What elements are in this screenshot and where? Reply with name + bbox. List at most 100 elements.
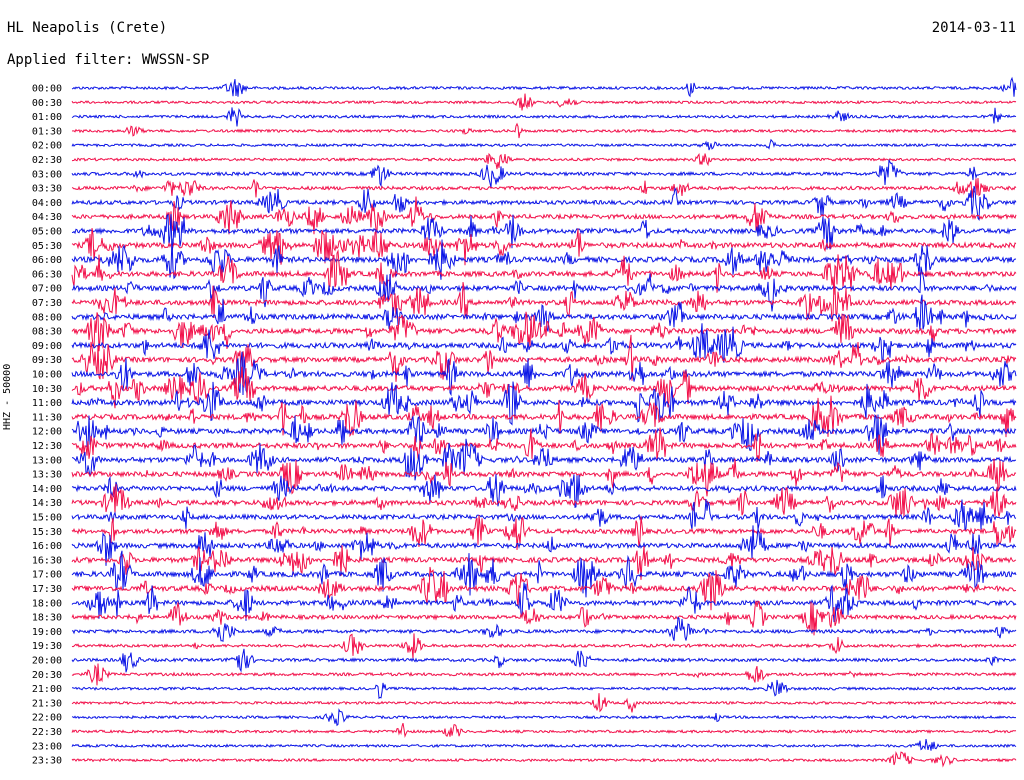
trace-row bbox=[71, 525, 1017, 566]
trace-row bbox=[71, 76, 1017, 98]
trace-row bbox=[71, 228, 1017, 266]
trace-row bbox=[71, 751, 1017, 768]
time-tick-label: 04:00 bbox=[32, 198, 62, 209]
filter-label: Applied filter: WWSSN-SP bbox=[7, 52, 210, 68]
time-tick-label: 17:30 bbox=[32, 584, 62, 595]
trace-row bbox=[71, 550, 1017, 598]
time-tick-label: 07:00 bbox=[32, 284, 62, 295]
time-tick-label: 19:30 bbox=[32, 641, 62, 652]
time-tick-label: 05:00 bbox=[32, 227, 62, 238]
time-tick-label: 06:00 bbox=[32, 255, 62, 266]
time-tick-label: 10:00 bbox=[32, 370, 62, 381]
trace-row bbox=[71, 739, 1017, 751]
trace-row bbox=[71, 311, 1017, 352]
time-tick-label: 15:30 bbox=[32, 527, 62, 538]
time-tick-label: 22:00 bbox=[32, 713, 62, 724]
trace-row bbox=[71, 395, 1017, 438]
time-tick-label: 03:30 bbox=[32, 184, 62, 195]
trace-row bbox=[71, 138, 1017, 151]
time-tick-label: 23:30 bbox=[32, 756, 62, 767]
trace-row bbox=[71, 93, 1017, 111]
trace-row bbox=[71, 413, 1017, 455]
trace-row bbox=[71, 381, 1017, 426]
trace-row bbox=[71, 499, 1017, 531]
trace-row bbox=[71, 366, 1017, 409]
time-tick-label: 16:30 bbox=[32, 555, 62, 566]
time-tick-label: 17:00 bbox=[32, 570, 62, 581]
trace-row bbox=[71, 294, 1017, 332]
time-tick-label: 18:30 bbox=[32, 613, 62, 624]
trace-row bbox=[71, 679, 1016, 700]
time-tick-label: 09:30 bbox=[32, 355, 62, 366]
trace-row bbox=[71, 351, 1017, 397]
trace-row bbox=[71, 515, 1017, 550]
trace-row bbox=[71, 600, 1017, 636]
time-tick-label: 07:30 bbox=[32, 298, 62, 309]
time-tick-label: 08:30 bbox=[32, 327, 62, 338]
trace-row bbox=[71, 266, 1017, 312]
trace-row bbox=[71, 545, 1017, 580]
trace-row bbox=[71, 122, 1017, 139]
trace-row bbox=[71, 427, 1017, 462]
time-tick-label: 11:00 bbox=[32, 398, 62, 409]
time-tick-label: 12:00 bbox=[32, 427, 62, 438]
trace-row bbox=[71, 282, 1017, 322]
time-tick-label: 20:30 bbox=[32, 670, 62, 681]
time-tick-label: 09:00 bbox=[32, 341, 62, 352]
time-tick-label: 08:00 bbox=[32, 312, 62, 323]
time-tick-label: 00:30 bbox=[32, 98, 62, 109]
trace-row bbox=[71, 159, 1017, 188]
time-tick-label: 06:30 bbox=[32, 269, 62, 280]
time-tick-label: 02:00 bbox=[32, 141, 62, 152]
trace-row bbox=[71, 648, 1017, 673]
trace-row bbox=[71, 238, 1017, 280]
time-tick-label: 16:00 bbox=[32, 541, 62, 552]
time-tick-label: 10:30 bbox=[32, 384, 62, 395]
time-tick-label: 12:30 bbox=[32, 441, 62, 452]
time-tick-label: 22:30 bbox=[32, 727, 62, 738]
time-tick-label: 13:30 bbox=[32, 470, 62, 481]
trace-row bbox=[71, 566, 1017, 611]
record-date: 2014-03-11 bbox=[931, 20, 1016, 36]
trace-row bbox=[71, 633, 1017, 659]
trace-row bbox=[71, 708, 1016, 727]
time-tick-label: 15:00 bbox=[32, 513, 62, 524]
trace-row bbox=[71, 152, 1017, 170]
trace-row bbox=[71, 663, 1017, 686]
trace-row bbox=[71, 177, 1017, 198]
time-tick-label: 20:00 bbox=[32, 656, 62, 667]
time-tick-label: 00:00 bbox=[32, 84, 62, 95]
trace-row bbox=[71, 582, 1017, 623]
time-tick-label: 23:00 bbox=[32, 741, 62, 752]
trace-row bbox=[71, 458, 1017, 497]
trace-row bbox=[71, 483, 1017, 518]
trace-row bbox=[71, 196, 1017, 235]
trace-row bbox=[71, 474, 1017, 509]
trace-row bbox=[71, 438, 1017, 481]
time-tick-label: 03:00 bbox=[32, 169, 62, 180]
time-tick-label: 05:30 bbox=[32, 241, 62, 252]
time-tick-label: 02:30 bbox=[32, 155, 62, 166]
time-tick-label: 14:00 bbox=[32, 484, 62, 495]
time-tick-label: 14:30 bbox=[32, 498, 62, 509]
trace-row bbox=[71, 107, 1017, 127]
time-tick-label: 21:00 bbox=[32, 684, 62, 695]
time-tick-label: 01:30 bbox=[32, 126, 62, 137]
time-tick-label: 01:00 bbox=[32, 112, 62, 123]
station-title: HL Neapolis (Crete) bbox=[7, 20, 168, 36]
trace-row bbox=[71, 213, 1017, 252]
time-tick-label: 18:00 bbox=[32, 598, 62, 609]
trace-row bbox=[71, 249, 1017, 295]
trace-group bbox=[71, 76, 1017, 768]
trace-row bbox=[71, 616, 1017, 642]
trace-row bbox=[71, 334, 1017, 382]
time-tick-group: 00:00 00:30 01:00 01:30 02:00 02:30 03:00 03:30… bbox=[32, 84, 62, 767]
trace-row bbox=[71, 693, 1017, 713]
trace-row bbox=[71, 185, 1017, 221]
time-tick-label: 11:30 bbox=[32, 412, 62, 423]
time-tick-label: 19:00 bbox=[32, 627, 62, 638]
trace-row bbox=[71, 722, 1017, 738]
time-tick-label: 04:30 bbox=[32, 212, 62, 223]
time-tick-label: 21:30 bbox=[32, 698, 62, 709]
